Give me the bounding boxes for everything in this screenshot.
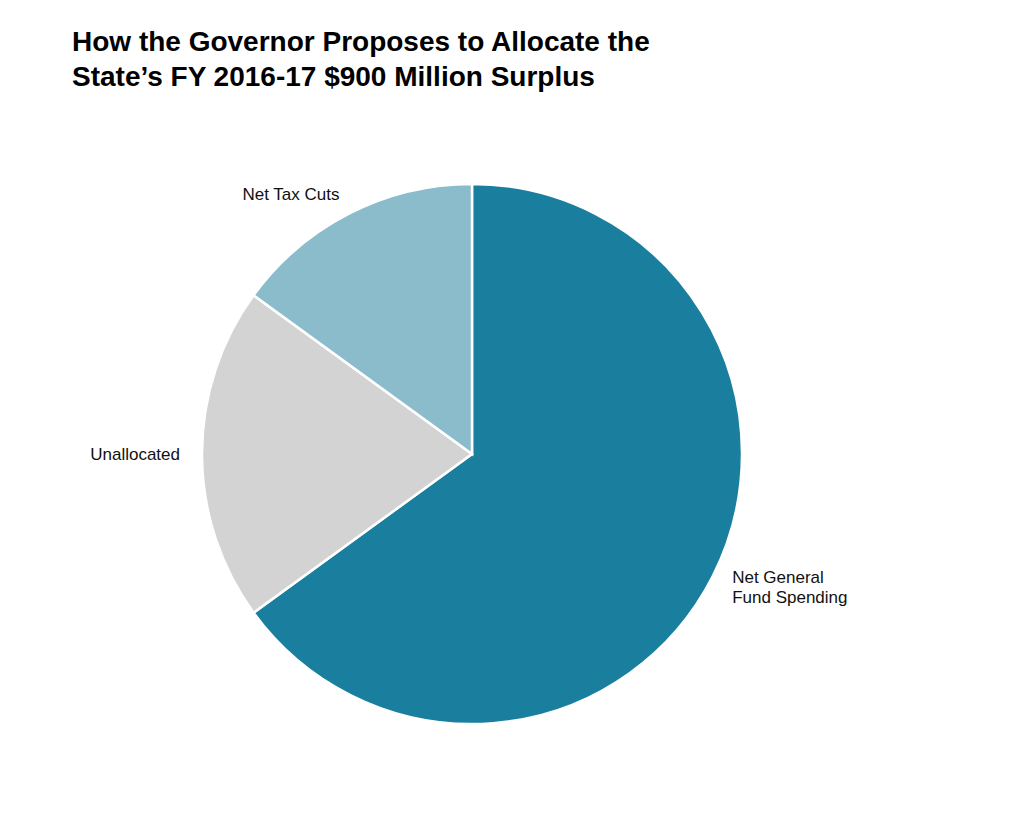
svg-text:Net GeneralFund Spending: Net GeneralFund Spending	[732, 568, 847, 607]
svg-text:Unallocated: Unallocated	[90, 445, 180, 464]
svg-text:Net Tax Cuts: Net Tax Cuts	[242, 185, 339, 204]
html-text:How the Governor Proposes to A: How the Governor Proposes to Allocate th…	[72, 26, 650, 92]
